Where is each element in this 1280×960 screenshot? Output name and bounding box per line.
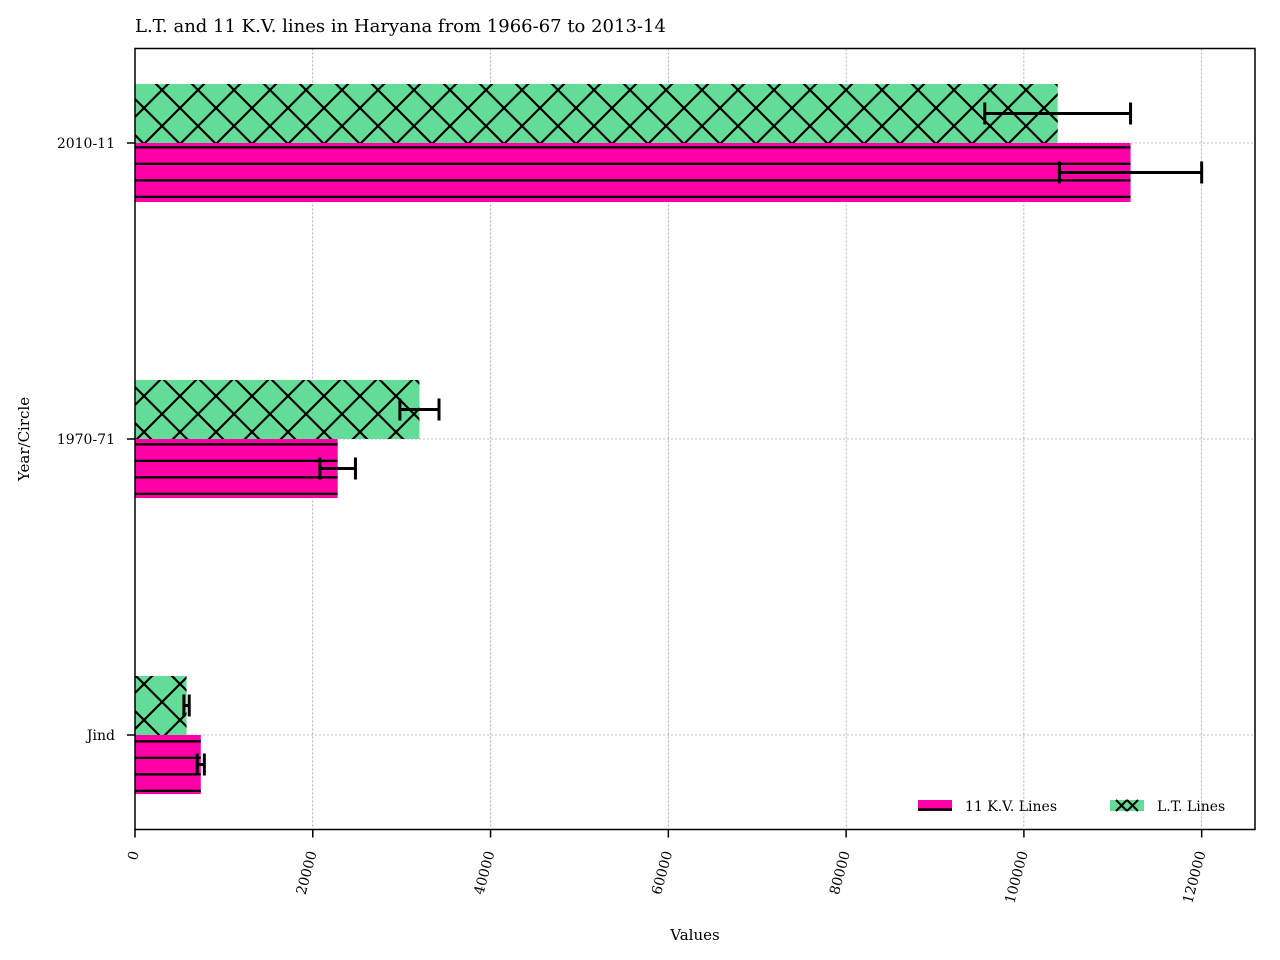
bar-hatch-kv-1	[135, 439, 338, 498]
error-bar-kv-2	[1057, 161, 1204, 184]
legend-item-kv: 11 K.V. Lines	[918, 799, 1057, 815]
bars	[135, 84, 1131, 794]
bar-hatch-kv-0	[135, 735, 201, 794]
legend-item-lt: L.T. Lines	[1110, 799, 1225, 815]
bar-hatch-lt-0	[135, 676, 187, 735]
bar-hatch-lt-2	[135, 84, 1058, 143]
error-bar-kv-0	[195, 753, 206, 776]
x-tick-label-1: 20000	[294, 849, 321, 896]
legend-swatch-lt	[1110, 800, 1144, 811]
error-bar-kv-1	[318, 457, 357, 480]
y-axis-label: Year/Circle	[15, 397, 33, 482]
x-tick-label-0: 0	[125, 849, 143, 862]
legend: 11 K.V. Lines L.T. Lines	[918, 799, 1225, 815]
y-tick-label-0: Jind	[85, 728, 115, 744]
error-bar-lt-0	[182, 694, 191, 717]
y-tick-label-2: 2010-11	[57, 136, 115, 152]
legend-label-kv: 11 K.V. Lines	[965, 799, 1057, 815]
x-tick-label-6: 120000	[1180, 849, 1209, 905]
x-axis-label: Values	[669, 926, 719, 944]
y-axis: Jind 1970-71 2010-11	[57, 136, 135, 744]
legend-swatch-kv	[918, 800, 952, 811]
chart-title: L.T. and 11 K.V. lines in Haryana from 1…	[135, 16, 666, 37]
legend-label-lt: L.T. Lines	[1157, 799, 1225, 815]
x-axis: 0 20000 40000 60000 80000 100000 120000	[125, 829, 1210, 905]
bar-hatch-kv-2	[135, 143, 1131, 202]
x-tick-label-3: 60000	[649, 849, 676, 896]
bar-hatch-lt-1	[135, 380, 420, 439]
x-tick-label-2: 40000	[471, 849, 498, 896]
error-bars	[182, 102, 1204, 776]
y-tick-label-1: 1970-71	[57, 432, 115, 448]
x-tick-label-4: 80000	[827, 849, 854, 896]
error-bar-lt-1	[398, 398, 441, 421]
x-tick-label-5: 100000	[1002, 849, 1031, 905]
error-bar-lt-2	[983, 102, 1133, 125]
